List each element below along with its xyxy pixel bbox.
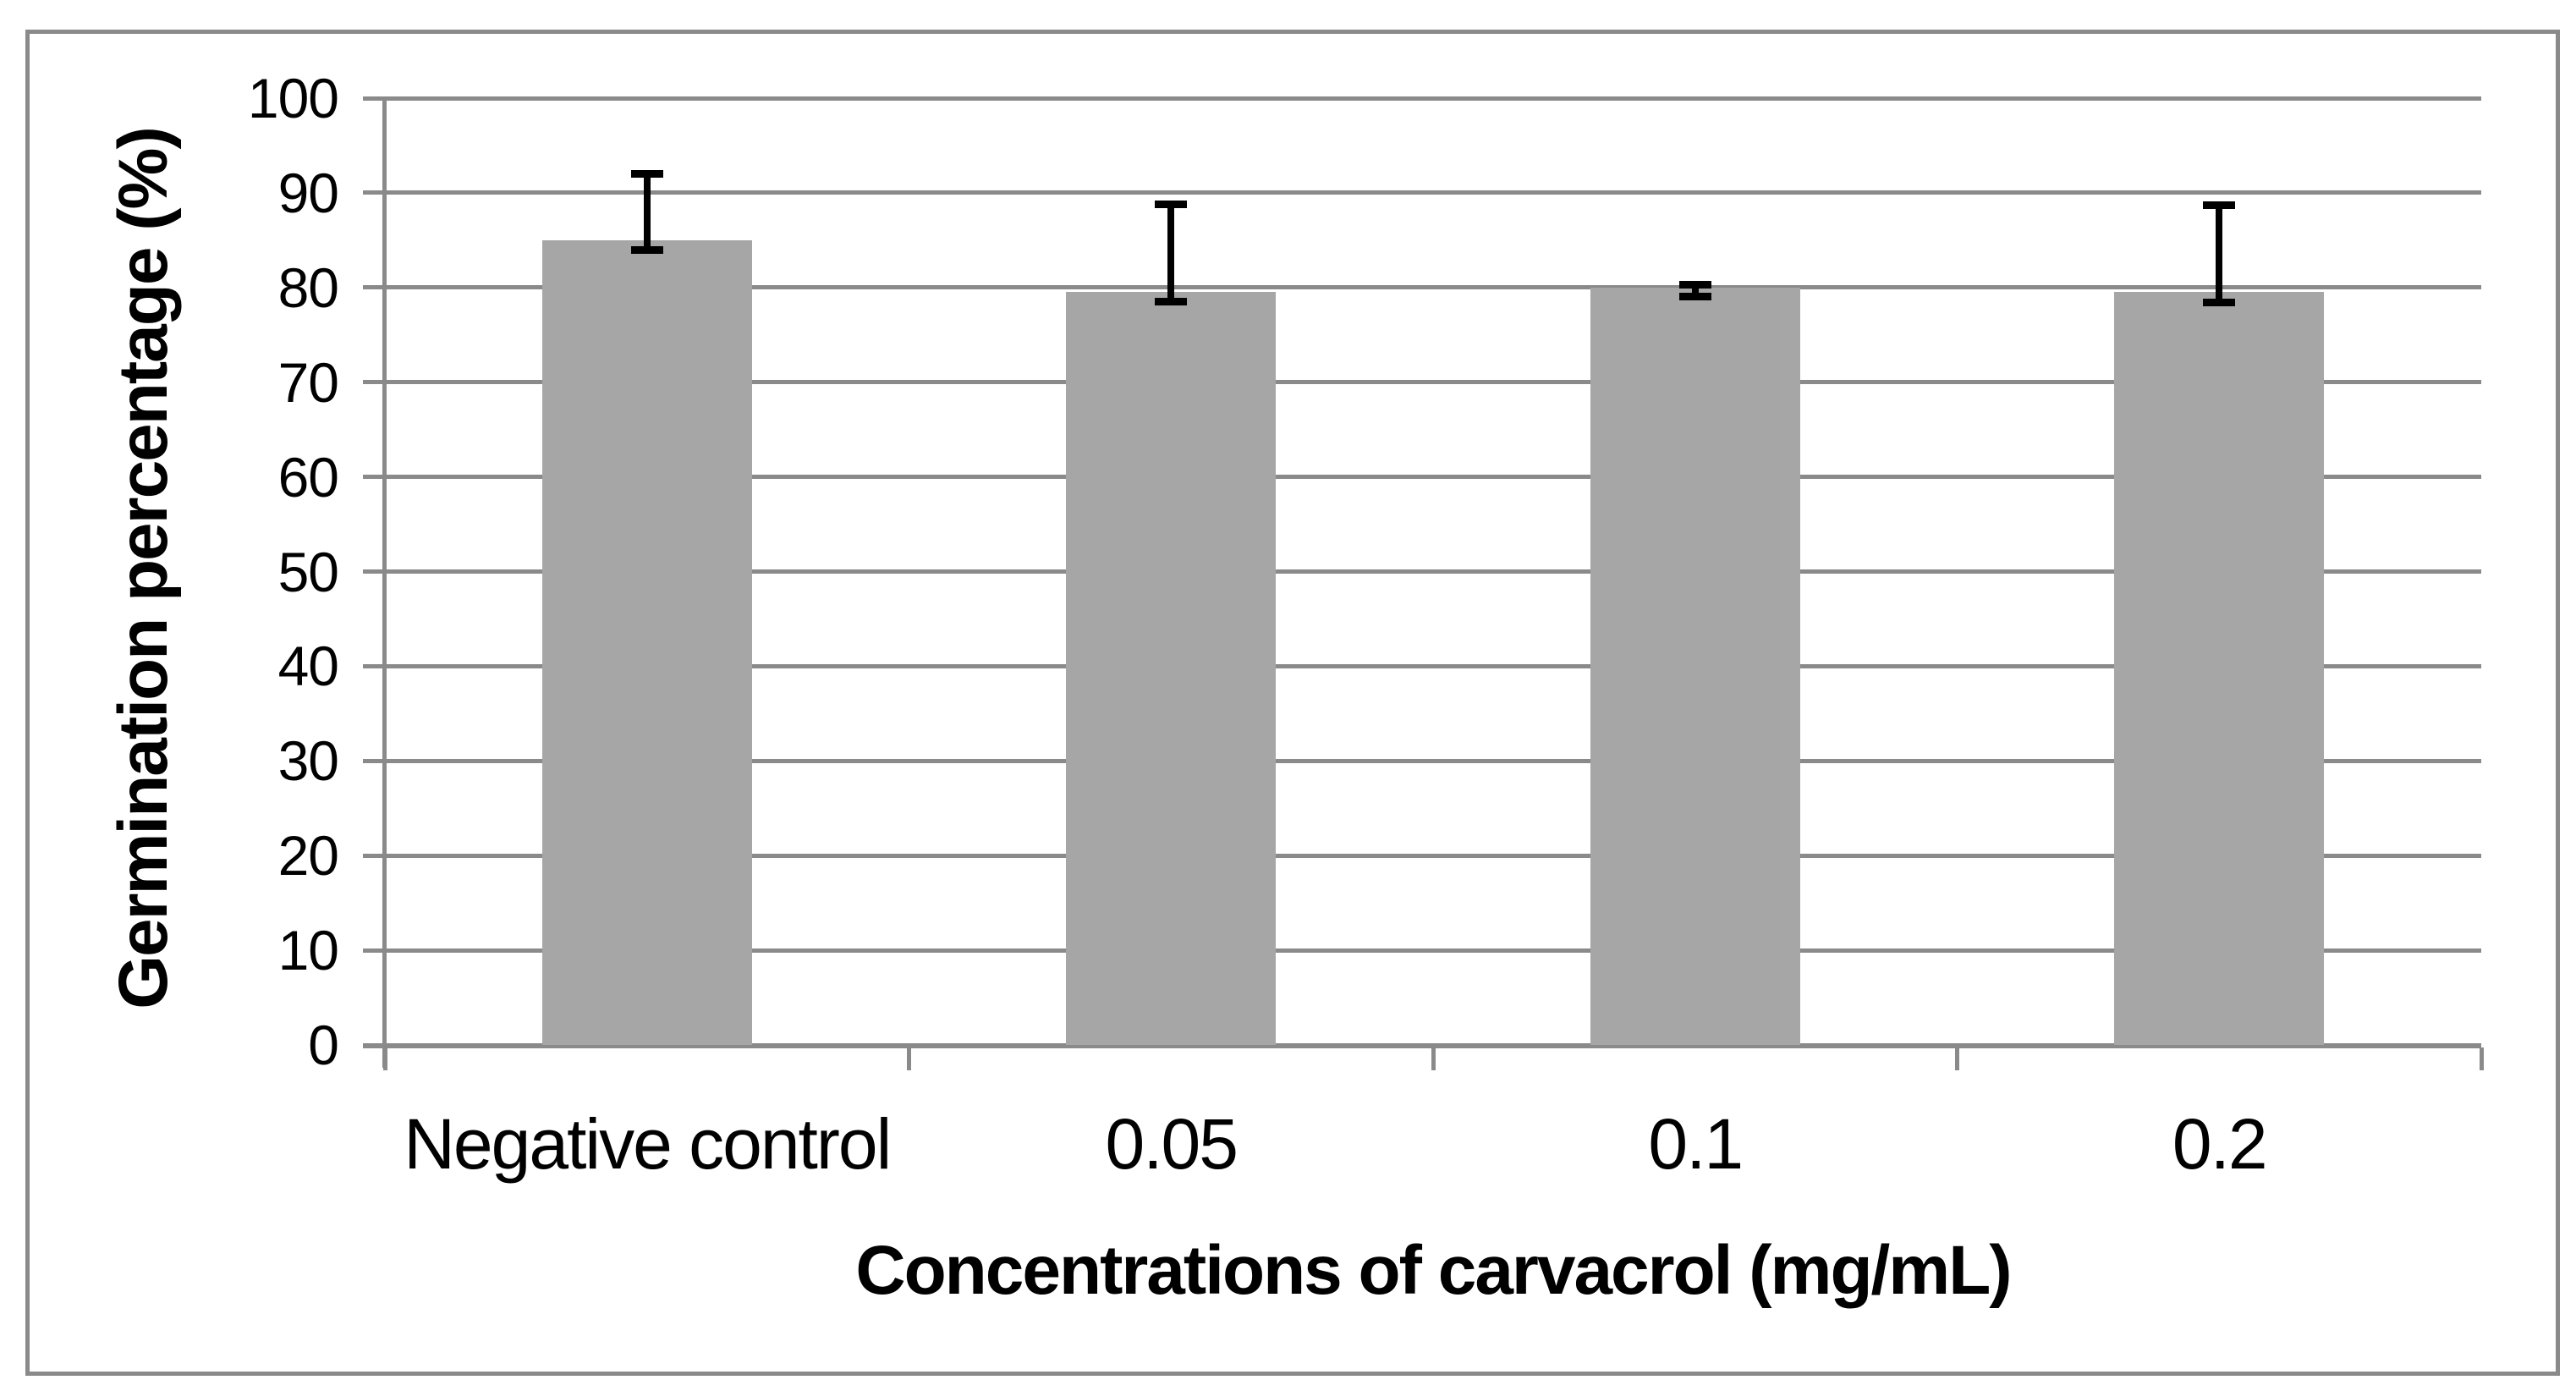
y-tick-label: 50 xyxy=(277,540,339,603)
y-axis-line xyxy=(382,98,387,1068)
error-bar-cap xyxy=(630,170,663,179)
y-tick-label: 10 xyxy=(277,919,339,982)
y-tick-label: 90 xyxy=(277,161,339,224)
bar-0-05 xyxy=(1066,292,1277,1045)
gridline xyxy=(363,948,2481,953)
y-tick-label: 20 xyxy=(277,824,339,888)
y-tick-label: 70 xyxy=(277,350,339,414)
gridline xyxy=(363,190,2481,195)
x-tick-label-negative-control: Negative control xyxy=(404,1104,892,1184)
gridline xyxy=(363,96,2481,101)
x-axis-title: Concentrations of carvacrol (mg/mL) xyxy=(855,1232,2012,1309)
gridline xyxy=(363,758,2481,763)
gridline xyxy=(363,853,2481,858)
x-axis-line xyxy=(363,1042,2481,1048)
error-bar xyxy=(2216,205,2223,303)
y-tick-label: 80 xyxy=(277,256,339,319)
x-tick xyxy=(1955,1047,1959,1070)
error-bar-cap xyxy=(630,245,663,254)
bar-0-1 xyxy=(1590,287,1800,1045)
error-bar-cap xyxy=(1155,298,1188,306)
error-bar-cap xyxy=(2203,299,2236,307)
y-axis-title: Germination percentage (%) xyxy=(105,128,182,1009)
error-bar xyxy=(1167,204,1175,302)
y-tick-label: 40 xyxy=(277,635,339,698)
x-tick xyxy=(2479,1047,2484,1070)
y-tick-label: 0 xyxy=(308,1014,339,1076)
gridline xyxy=(363,475,2481,480)
error-bar-cap xyxy=(1678,280,1711,289)
y-tick-label: 100 xyxy=(247,67,339,129)
x-tick xyxy=(1431,1047,1436,1070)
gridline xyxy=(363,285,2481,290)
x-tick xyxy=(382,1047,387,1070)
error-bar xyxy=(643,173,651,250)
error-bar-cap xyxy=(1155,200,1188,208)
gridline xyxy=(363,663,2481,668)
gridline xyxy=(363,569,2481,574)
x-tick-label-0-05: 0.05 xyxy=(1105,1104,1239,1184)
gridline xyxy=(363,380,2481,385)
y-tick-label: 60 xyxy=(277,445,339,509)
x-tick-label-0-2: 0.2 xyxy=(2172,1104,2268,1184)
x-tick xyxy=(907,1047,911,1070)
bar-negative-control xyxy=(541,239,752,1045)
error-bar-cap xyxy=(1678,293,1711,301)
bar-0-2 xyxy=(2114,292,2325,1045)
error-bar xyxy=(1691,284,1699,297)
error-bar-cap xyxy=(2203,201,2236,209)
x-tick-label-0-1: 0.1 xyxy=(1648,1104,1744,1184)
y-tick-label: 30 xyxy=(277,729,339,793)
